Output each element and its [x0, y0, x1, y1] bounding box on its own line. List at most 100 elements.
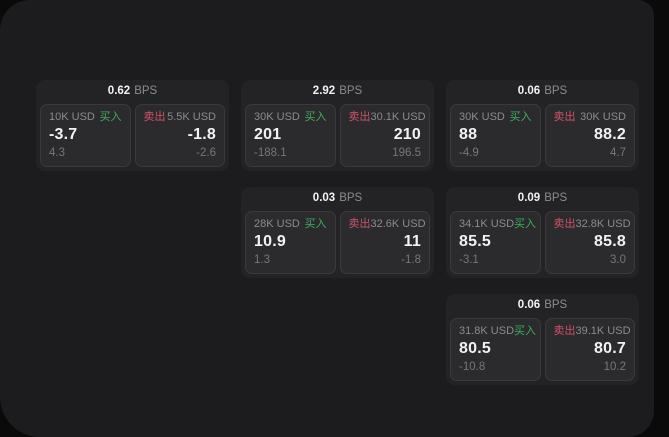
sell-button[interactable]: 卖出 [143, 111, 166, 123]
bps-unit-label: BPS [544, 85, 568, 98]
buy-price: 80.5 [459, 340, 491, 358]
sell-sub-value: 4.7 [610, 147, 626, 160]
sell-panel-header: 卖出 39.1K USD [553, 325, 631, 337]
buy-panel-header: 28K USD 买入 [254, 218, 327, 230]
buy-amount-label: 34.1K USD [459, 218, 515, 230]
card-header: 0.62 BPS [40, 80, 225, 104]
quote-card: 0.62 BPS 10K USD 买入 -3.7 4.3 卖出 5.5K USD… [36, 80, 229, 171]
sell-panel-header: 卖出 30K USD [554, 111, 627, 123]
sell-panel-header: 卖出 30.1K USD [348, 111, 426, 123]
sell-button[interactable]: 卖出 [348, 111, 371, 123]
buy-sub-value: -188.1 [254, 147, 287, 160]
bps-unit-label: BPS [544, 192, 568, 205]
sell-panel-header: 卖出 5.5K USD [144, 111, 217, 123]
buy-amount-label: 28K USD [254, 218, 300, 230]
buy-button[interactable]: 买入 [514, 218, 537, 230]
buy-button[interactable]: 买入 [514, 325, 537, 337]
quote-card: 2.92 BPS 30K USD 买入 201 -188.1 卖出 30.1K … [241, 80, 434, 171]
buy-panel[interactable]: 28K USD 买入 10.9 1.3 [245, 211, 336, 274]
buy-panel[interactable]: 31.8K USD 买入 80.5 -10.8 [450, 318, 541, 381]
sell-sub-value: 3.0 [610, 254, 626, 267]
sell-price: 80.7 [594, 340, 626, 358]
buy-price: 85.5 [459, 233, 491, 251]
buy-panel-header: 31.8K USD 买入 [459, 325, 536, 337]
card-header: 0.09 BPS [450, 187, 635, 211]
card-header: 2.92 BPS [245, 80, 430, 104]
sell-amount-label: 30.1K USD [370, 111, 426, 123]
sell-panel[interactable]: 卖出 5.5K USD -1.8 -2.6 [134, 104, 225, 167]
buy-sub-value: 1.3 [254, 254, 270, 267]
sell-amount-label: 30K USD [580, 111, 626, 123]
bps-value: 0.09 [517, 192, 541, 205]
buy-panel-header: 30K USD 买入 [459, 111, 532, 123]
buy-button[interactable]: 买入 [304, 218, 327, 230]
buy-panel-header: 10K USD 买入 [49, 111, 122, 123]
buy-button[interactable]: 买入 [304, 111, 327, 123]
sell-panel[interactable]: 卖出 30.1K USD 210 196.5 [339, 104, 430, 167]
buy-panel-header: 30K USD 买入 [254, 111, 327, 123]
sell-price: -1.8 [187, 126, 216, 144]
sell-amount-label: 5.5K USD [167, 111, 216, 123]
quote-card: 0.03 BPS 28K USD 买入 10.9 1.3 卖出 32.6K US… [241, 187, 434, 278]
quote-card: 0.06 BPS 31.8K USD 买入 80.5 -10.8 卖出 39.1… [446, 294, 639, 385]
card-header: 0.03 BPS [245, 187, 430, 211]
buy-price: 201 [254, 126, 282, 144]
sell-amount-label: 32.8K USD [575, 218, 631, 230]
quote-card: 0.06 BPS 30K USD 买入 88 -4.9 卖出 30K USD 8… [446, 80, 639, 171]
bps-unit-label: BPS [339, 192, 363, 205]
sell-panel-header: 卖出 32.8K USD [553, 218, 631, 230]
sell-price: 85.8 [594, 233, 626, 251]
sell-panel-header: 卖出 32.6K USD [348, 218, 426, 230]
buy-price: 88 [459, 126, 478, 144]
buy-sub-value: 4.3 [49, 147, 65, 160]
bps-value: 0.62 [107, 85, 131, 98]
card-body: 34.1K USD 买入 85.5 -3.1 卖出 32.8K USD 85.8… [450, 211, 635, 274]
sell-panel[interactable]: 卖出 39.1K USD 80.7 10.2 [544, 318, 635, 381]
bps-value: 0.06 [517, 299, 541, 312]
sell-price: 11 [403, 233, 421, 251]
buy-amount-label: 10K USD [49, 111, 95, 123]
quote-card: 0.09 BPS 34.1K USD 买入 85.5 -3.1 卖出 32.8K… [446, 187, 639, 278]
card-header: 0.06 BPS [450, 294, 635, 318]
buy-panel[interactable]: 30K USD 买入 201 -188.1 [245, 104, 336, 167]
sell-price: 210 [393, 126, 421, 144]
buy-amount-label: 30K USD [254, 111, 300, 123]
sell-panel[interactable]: 卖出 32.6K USD 11 -1.8 [339, 211, 430, 274]
sell-amount-label: 39.1K USD [575, 325, 631, 337]
buy-button[interactable]: 买入 [509, 111, 532, 123]
card-body: 31.8K USD 买入 80.5 -10.8 卖出 39.1K USD 80.… [450, 318, 635, 381]
sell-sub-value: 196.5 [392, 147, 421, 160]
bps-value: 0.06 [517, 85, 541, 98]
card-body: 10K USD 买入 -3.7 4.3 卖出 5.5K USD -1.8 -2.… [40, 104, 225, 167]
sell-sub-value: -2.6 [196, 147, 216, 160]
buy-price: 10.9 [254, 233, 286, 251]
card-body: 28K USD 买入 10.9 1.3 卖出 32.6K USD 11 -1.8 [245, 211, 430, 274]
buy-panel[interactable]: 10K USD 买入 -3.7 4.3 [40, 104, 131, 167]
card-header: 0.06 BPS [450, 80, 635, 104]
sell-sub-value: -1.8 [401, 254, 421, 267]
sell-button[interactable]: 卖出 [553, 218, 576, 230]
sell-button[interactable]: 卖出 [553, 111, 576, 123]
sell-amount-label: 32.6K USD [370, 218, 426, 230]
buy-panel-header: 34.1K USD 买入 [459, 218, 536, 230]
bps-unit-label: BPS [339, 85, 363, 98]
sell-price: 88.2 [594, 126, 626, 144]
buy-sub-value: -3.1 [459, 254, 479, 267]
card-body: 30K USD 买入 88 -4.9 卖出 30K USD 88.2 4.7 [450, 104, 635, 167]
buy-button[interactable]: 买入 [99, 111, 122, 123]
buy-amount-label: 30K USD [459, 111, 505, 123]
bps-value: 2.92 [312, 85, 336, 98]
buy-amount-label: 31.8K USD [459, 325, 515, 337]
sell-panel[interactable]: 卖出 30K USD 88.2 4.7 [544, 104, 635, 167]
card-body: 30K USD 买入 201 -188.1 卖出 30.1K USD 210 1… [245, 104, 430, 167]
bps-unit-label: BPS [544, 299, 568, 312]
quotes-grid: 0.62 BPS 10K USD 买入 -3.7 4.3 卖出 5.5K USD… [36, 80, 639, 385]
sell-sub-value: 10.2 [603, 361, 626, 374]
sell-panel[interactable]: 卖出 32.8K USD 85.8 3.0 [544, 211, 635, 274]
buy-panel[interactable]: 34.1K USD 买入 85.5 -3.1 [450, 211, 541, 274]
sell-button[interactable]: 卖出 [348, 218, 371, 230]
buy-panel[interactable]: 30K USD 买入 88 -4.9 [450, 104, 541, 167]
sell-button[interactable]: 卖出 [553, 325, 576, 337]
buy-sub-value: -4.9 [459, 147, 479, 160]
